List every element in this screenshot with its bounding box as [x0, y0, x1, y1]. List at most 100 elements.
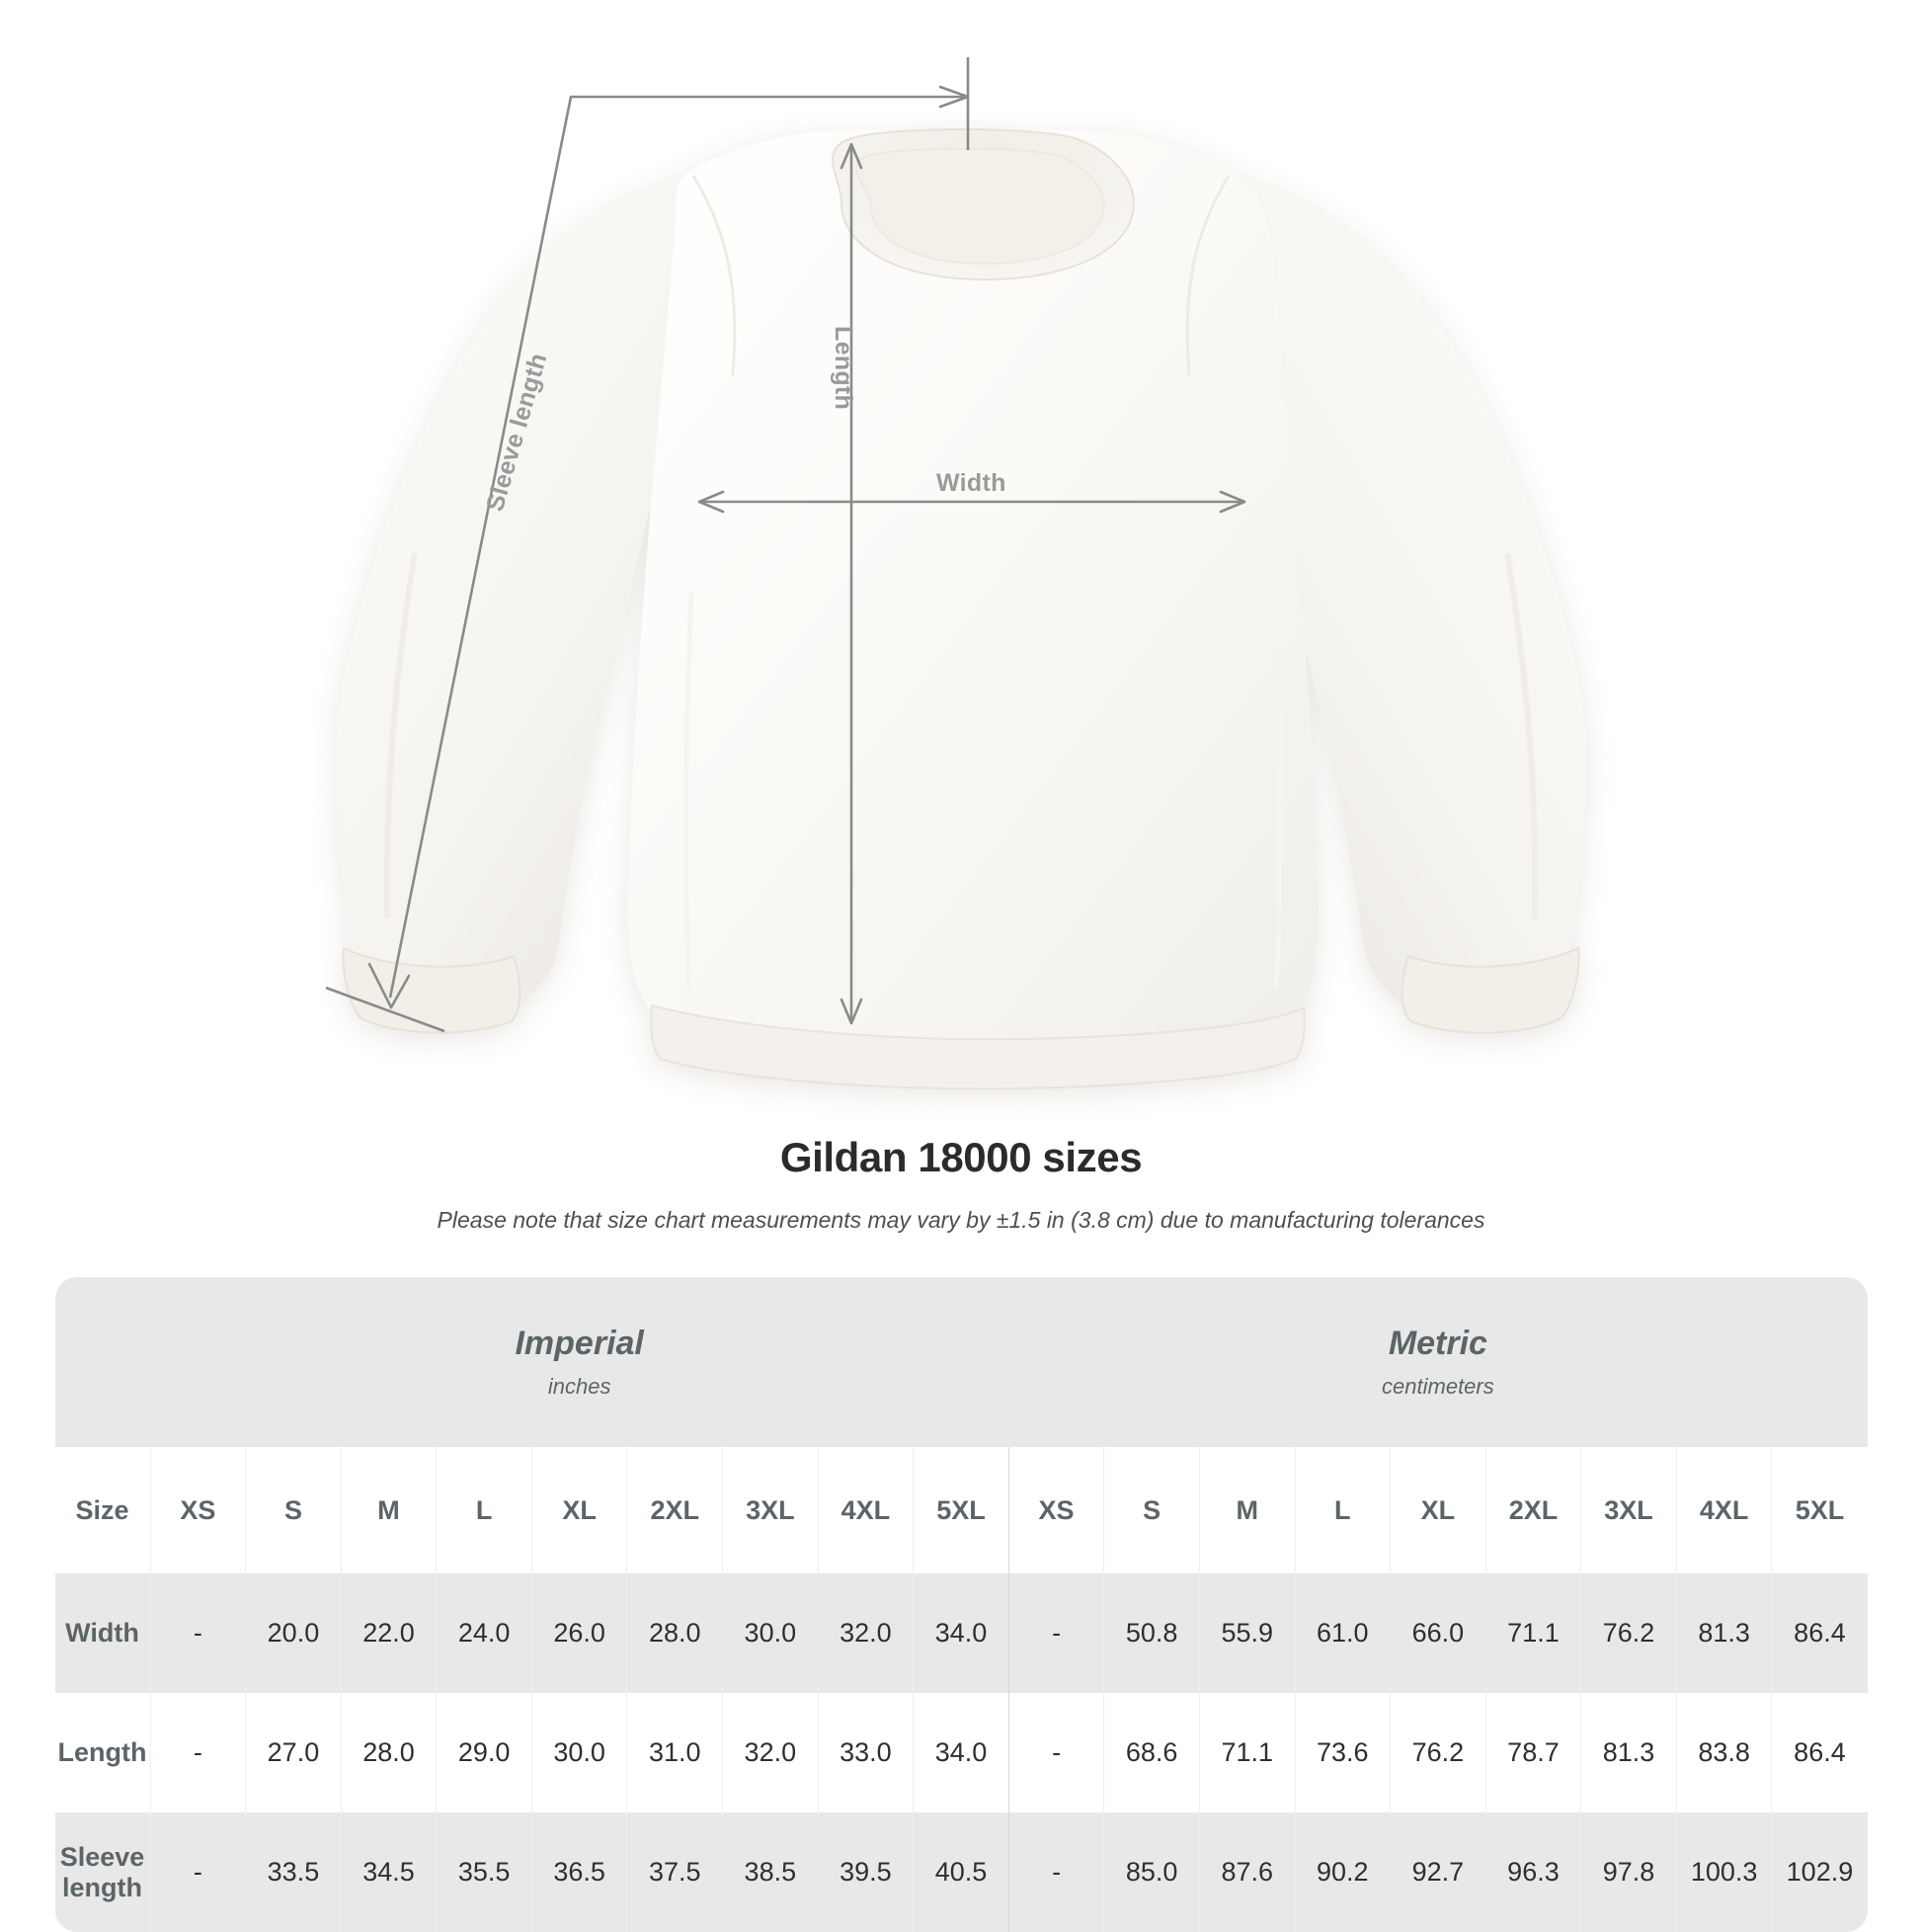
cell-width-imperial-xs: - — [149, 1573, 246, 1693]
page-title: Gildan 18000 sizes — [779, 1134, 1143, 1180]
cell-length-imperial-5xl: 34.0 — [913, 1693, 1009, 1812]
unit-system-row: Imperial inches Metric centimeters — [54, 1277, 1868, 1447]
size-header-imperial-4xl: 4XL — [817, 1447, 914, 1573]
size-header-imperial-l: L — [436, 1447, 532, 1573]
garment-diagram: Length Width Sleeve length — [325, 57, 1586, 1090]
cell-width-imperial-5xl: 34.0 — [913, 1573, 1009, 1693]
cell-sleeve-metric-4xl: 100.3 — [1675, 1812, 1772, 1932]
cell-length-metric-2xl: 78.7 — [1484, 1693, 1581, 1812]
size-header-imperial-xs: XS — [149, 1447, 246, 1573]
unit-metric-unit: centimeters — [1382, 1373, 1494, 1399]
cell-sleeve-imperial-4xl: 39.5 — [817, 1812, 914, 1932]
cell-length-metric-m: 71.1 — [1198, 1693, 1296, 1812]
cell-width-imperial-s: 20.0 — [245, 1573, 342, 1693]
cell-sleeve-imperial-l: 35.5 — [436, 1812, 532, 1932]
cell-length-imperial-xl: 30.0 — [530, 1693, 627, 1812]
unit-imperial-name: Imperial — [515, 1325, 644, 1363]
size-header-imperial-5xl: 5XL — [913, 1447, 1009, 1573]
cell-length-metric-s: 68.6 — [1103, 1693, 1200, 1812]
cell-sleeve-metric-5xl: 102.9 — [1771, 1812, 1868, 1932]
size-header-row: Size XS S M L XL 2XL 3XL 4XL 5XL XS S M … — [54, 1447, 1868, 1573]
unit-metric-cell: Metric centimeters — [1008, 1277, 1868, 1447]
sleeve-guide-line — [388, 95, 966, 999]
cell-length-metric-xs: - — [1007, 1693, 1104, 1812]
cell-length-metric-l: 73.6 — [1294, 1693, 1391, 1812]
size-header-metric-s: S — [1103, 1447, 1200, 1573]
cell-sleeve-imperial-xl: 36.5 — [530, 1812, 627, 1932]
cell-sleeve-imperial-3xl: 38.5 — [722, 1812, 819, 1932]
cell-sleeve-imperial-2xl: 37.5 — [626, 1812, 723, 1932]
cell-length-imperial-4xl: 33.0 — [817, 1693, 914, 1812]
cell-length-metric-4xl: 83.8 — [1675, 1693, 1772, 1812]
cell-sleeve-imperial-m: 34.5 — [340, 1812, 437, 1932]
cell-length-imperial-2xl: 31.0 — [626, 1693, 723, 1812]
cell-width-imperial-3xl: 30.0 — [722, 1573, 819, 1693]
cell-length-imperial-s: 27.0 — [245, 1693, 342, 1812]
cell-width-metric-xs: - — [1007, 1573, 1104, 1693]
size-header-imperial-3xl: 3XL — [722, 1447, 819, 1573]
size-header-metric-xl: XL — [1390, 1447, 1486, 1573]
cell-width-imperial-4xl: 32.0 — [817, 1573, 914, 1693]
size-header-metric-2xl: 2XL — [1484, 1447, 1581, 1573]
cell-width-metric-xl: 66.0 — [1390, 1573, 1486, 1693]
table-row: Sleeve length - 33.5 34.5 35.5 36.5 37.5… — [54, 1812, 1868, 1932]
cell-width-metric-4xl: 81.3 — [1675, 1573, 1772, 1693]
cell-sleeve-imperial-s: 33.5 — [245, 1812, 342, 1932]
row-label-sleeve-length: Sleeve length — [54, 1812, 151, 1932]
cell-width-metric-3xl: 76.2 — [1580, 1573, 1677, 1693]
size-header-imperial-m: M — [340, 1447, 437, 1573]
row-label-length: Length — [54, 1693, 151, 1812]
title-block: Gildan 18000 sizes Please note that size… — [0, 1126, 1922, 1234]
size-chart-table-wrap: Imperial inches Metric centimeters Size … — [54, 1277, 1868, 1932]
size-header-metric-3xl: 3XL — [1580, 1447, 1677, 1573]
cell-sleeve-metric-3xl: 97.8 — [1580, 1812, 1677, 1932]
unit-imperial-unit: inches — [547, 1373, 611, 1399]
size-header-metric-xs: XS — [1007, 1447, 1104, 1573]
cell-length-imperial-xs: - — [149, 1693, 246, 1812]
cell-sleeve-imperial-5xl: 40.5 — [913, 1812, 1009, 1932]
size-header-label: Size — [54, 1447, 151, 1573]
table-row: Length - 27.0 28.0 29.0 30.0 31.0 32.0 3… — [54, 1693, 1868, 1812]
cell-sleeve-metric-xl: 92.7 — [1390, 1812, 1486, 1932]
cell-sleeve-metric-xs: - — [1007, 1812, 1104, 1932]
cell-length-metric-xl: 76.2 — [1390, 1693, 1486, 1812]
size-header-metric-m: M — [1198, 1447, 1296, 1573]
row-label-width: Width — [54, 1573, 151, 1693]
size-header-metric-5xl: 5XL — [1771, 1447, 1868, 1573]
cell-length-imperial-l: 29.0 — [436, 1693, 532, 1812]
unit-imperial-cell: Imperial inches — [150, 1277, 1009, 1447]
cell-width-imperial-xl: 26.0 — [530, 1573, 627, 1693]
cell-width-metric-5xl: 86.4 — [1771, 1573, 1868, 1693]
length-label: Length — [830, 326, 857, 411]
cell-width-imperial-m: 22.0 — [340, 1573, 437, 1693]
width-label: Width — [936, 469, 1006, 497]
cell-width-metric-s: 50.8 — [1103, 1573, 1200, 1693]
cell-width-imperial-l: 24.0 — [436, 1573, 532, 1693]
sweatshirt-shape — [336, 128, 1586, 1090]
measurement-guides — [325, 57, 1246, 1033]
size-header-metric-l: L — [1294, 1447, 1391, 1573]
size-header-metric-4xl: 4XL — [1675, 1447, 1772, 1573]
cell-length-metric-5xl: 86.4 — [1771, 1693, 1868, 1812]
cell-width-imperial-2xl: 28.0 — [626, 1573, 723, 1693]
cell-sleeve-metric-s: 85.0 — [1103, 1812, 1200, 1932]
cell-width-metric-l: 61.0 — [1294, 1573, 1391, 1693]
unit-row-spacer — [54, 1277, 151, 1447]
size-header-imperial-2xl: 2XL — [626, 1447, 723, 1573]
cell-length-metric-3xl: 81.3 — [1580, 1693, 1677, 1812]
cell-sleeve-metric-m: 87.6 — [1198, 1812, 1296, 1932]
unit-metric-name: Metric — [1388, 1325, 1487, 1363]
cell-sleeve-imperial-xs: - — [149, 1812, 246, 1932]
size-chart-table: Imperial inches Metric centimeters Size … — [54, 1277, 1868, 1932]
table-row: Width - 20.0 22.0 24.0 26.0 28.0 30.0 32… — [54, 1573, 1868, 1693]
tolerance-note: Please note that size chart measurements… — [437, 1207, 1485, 1233]
size-header-imperial-xl: XL — [530, 1447, 627, 1573]
cell-sleeve-metric-l: 90.2 — [1294, 1812, 1391, 1932]
cell-length-imperial-m: 28.0 — [340, 1693, 437, 1812]
cell-width-metric-2xl: 71.1 — [1484, 1573, 1581, 1693]
size-header-imperial-s: S — [245, 1447, 342, 1573]
cell-width-metric-m: 55.9 — [1198, 1573, 1296, 1693]
cell-sleeve-metric-2xl: 96.3 — [1484, 1812, 1581, 1932]
cell-length-imperial-3xl: 32.0 — [722, 1693, 819, 1812]
sweatshirt-illustration — [325, 57, 1586, 1090]
